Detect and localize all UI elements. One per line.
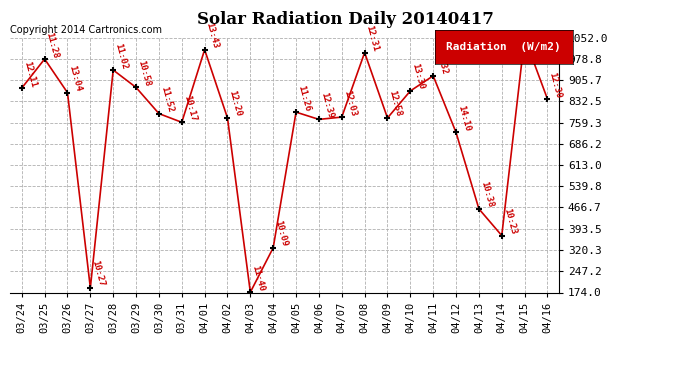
Text: 13:04: 13:04: [68, 64, 83, 93]
Text: Solar Radiation Daily 20140417: Solar Radiation Daily 20140417: [197, 11, 493, 28]
Text: 12:31: 12:31: [364, 24, 380, 52]
Text: 11:02: 11:02: [113, 42, 129, 70]
Text: 12:39: 12:39: [319, 91, 335, 119]
Text: 12:20: 12:20: [228, 90, 243, 118]
Text: 11:28: 11:28: [45, 31, 60, 59]
Text: 10:17: 10:17: [181, 94, 197, 122]
Text: 12:30: 12:30: [547, 71, 563, 99]
Text: 13:30: 13:30: [411, 63, 426, 91]
Text: 11:40: 11:40: [250, 264, 266, 292]
Text: 10:38: 10:38: [479, 181, 495, 209]
Text: 12:58: 12:58: [388, 90, 403, 118]
Text: 13:32: 13:32: [433, 48, 448, 76]
Text: 10:23: 10:23: [502, 207, 518, 236]
Text: 10:27: 10:27: [90, 260, 106, 288]
Text: 13:43: 13:43: [205, 21, 220, 50]
Text: Copyright 2014 Cartronics.com: Copyright 2014 Cartronics.com: [10, 25, 162, 35]
Text: 12:11: 12:11: [22, 60, 37, 88]
Text: 11:26: 11:26: [296, 84, 312, 112]
Text: 11:52: 11:52: [159, 85, 175, 114]
Text: 10:58: 10:58: [136, 59, 152, 87]
Text: 10:09: 10:09: [273, 219, 289, 248]
Text: 14:10: 14:10: [456, 104, 472, 132]
Text: 12:03: 12:03: [342, 89, 357, 117]
Text: Radiation  (W/m2): Radiation (W/m2): [446, 42, 561, 52]
